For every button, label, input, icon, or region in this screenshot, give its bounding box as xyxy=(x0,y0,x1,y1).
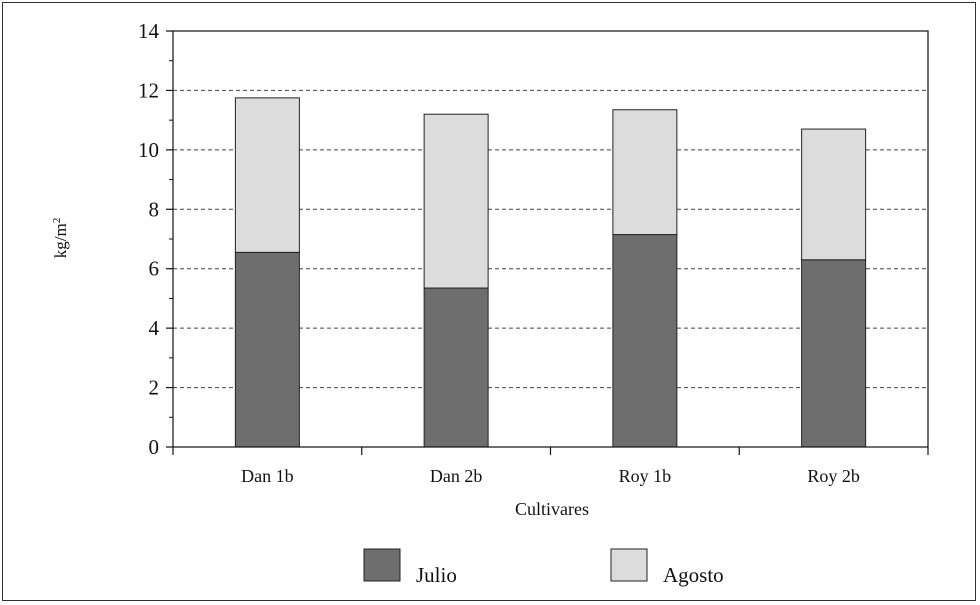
y-tick-label: 6 xyxy=(149,257,160,281)
y-axis-title: kg/m2 xyxy=(51,218,70,258)
x-tick-label: Roy 1b xyxy=(619,466,672,486)
bar-agosto xyxy=(423,113,489,289)
y-tick-label: 4 xyxy=(149,316,160,340)
bar-julio xyxy=(423,287,489,448)
y-tick-label: 2 xyxy=(149,376,160,400)
y-tick-label: 14 xyxy=(138,19,160,43)
bar-agosto xyxy=(234,97,300,253)
legend-swatch xyxy=(363,548,401,582)
legend: Julio Agosto xyxy=(363,548,724,587)
x-tick-label: Dan 1b xyxy=(241,466,294,486)
y-tick-label: 10 xyxy=(138,138,159,162)
bar-julio xyxy=(612,234,678,448)
bar-agosto xyxy=(612,109,678,236)
legend-swatch xyxy=(610,548,648,582)
y-tick-label: 12 xyxy=(138,78,159,102)
legend-label: Agosto xyxy=(663,563,724,587)
bar-julio xyxy=(234,251,300,448)
bar-julio xyxy=(801,259,867,448)
legend-label: Julio xyxy=(416,563,457,587)
y-tick-label: 8 xyxy=(149,197,160,221)
bar-agosto xyxy=(801,128,867,261)
y-axis: 0 2 4 6 8 10 12 14 xyxy=(138,19,173,459)
x-tick-label: Roy 2b xyxy=(807,466,860,486)
y-tick-label: 0 xyxy=(149,435,160,459)
x-axis-title: Cultivares xyxy=(515,499,589,519)
x-tick-label: Dan 2b xyxy=(430,466,483,486)
bars xyxy=(234,97,867,448)
x-axis: Dan 1b Dan 2b Roy 1b Roy 2b xyxy=(172,447,929,486)
